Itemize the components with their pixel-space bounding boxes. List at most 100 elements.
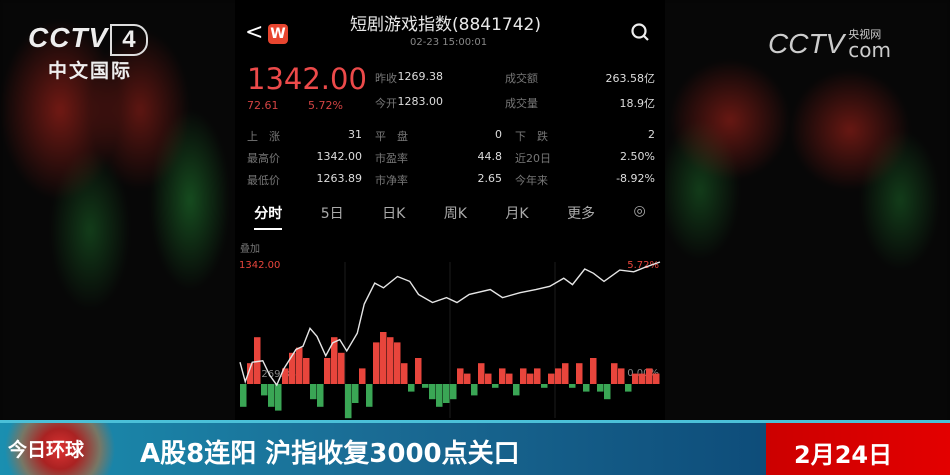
stat-value: 1269.38 [397, 70, 444, 83]
grid-label: 最高价 [247, 152, 280, 165]
down-bar [541, 384, 548, 388]
up-bar [653, 373, 660, 384]
up-bar [464, 373, 471, 384]
up-bar [632, 373, 639, 384]
grid-label: 平 盘 [375, 130, 408, 143]
down-bar [261, 384, 268, 396]
up-bar [639, 373, 646, 384]
logo-brand: CCTV [768, 28, 845, 59]
right-base-label: 0.00% [627, 368, 659, 379]
price-change: 72.61 [247, 99, 279, 112]
up-bar [247, 363, 254, 384]
intraday-chart: 1342.00 1269.38 5.72% 0.00% [239, 260, 661, 419]
grid-value: 2.50% [620, 150, 655, 163]
grid-label: 今年来 [515, 174, 548, 187]
stat-label: 今开 [375, 97, 397, 110]
grid-value: 2.65 [477, 172, 503, 185]
logo-cn: 央视网 [848, 27, 882, 41]
up-bar [331, 337, 338, 384]
stat-value: 1283.00 [397, 95, 444, 108]
tab-more[interactable]: 更多 [567, 206, 596, 222]
up-bar [282, 368, 289, 384]
up-bar [646, 368, 653, 384]
tab-weekly-k[interactable]: 周K [443, 206, 467, 222]
down-bar [450, 384, 457, 400]
down-bar [513, 384, 520, 396]
settings-icon[interactable]: ◎ [633, 203, 646, 219]
cctv4-logo: CCTV 4 中文国际 [28, 22, 148, 83]
headline: A股8连阳 沪指收复3000点关口 [140, 439, 520, 469]
price-change-pct: 5.72% [308, 99, 343, 112]
up-bar [611, 363, 618, 384]
up-bar [520, 368, 527, 384]
down-bar [268, 384, 275, 407]
down-bar [366, 384, 373, 407]
up-bar [289, 352, 296, 384]
tab-monthly-k[interactable]: 月K [505, 206, 529, 222]
up-bar [457, 368, 464, 384]
down-bar [625, 384, 632, 392]
up-bar [324, 358, 331, 384]
search-icon[interactable] [630, 22, 650, 42]
stat-value: 18.9亿 [619, 97, 656, 110]
grid-label: 最低价 [247, 174, 280, 187]
y-base-label: 1269.38 [255, 369, 296, 380]
up-bar [618, 368, 625, 384]
grid-value: 31 [348, 128, 362, 141]
up-bar [373, 342, 380, 384]
up-bar [303, 358, 310, 384]
logo-number: 4 [110, 24, 148, 56]
stat-label: 昨收 [375, 72, 397, 85]
tab-intraday[interactable]: 分时 [254, 203, 283, 230]
down-bar [569, 384, 576, 388]
up-bar [380, 332, 387, 384]
down-bar [471, 384, 478, 396]
news-ticker: 今日环球 A股8连阳 沪指收复3000点关口 2月24日 [0, 420, 950, 475]
down-bar [436, 384, 443, 407]
grid-label: 市净率 [375, 174, 408, 187]
grid-label: 近20日 [515, 152, 551, 165]
down-bar [352, 384, 359, 403]
cctv-com-logo: CCTV 央视网 com [768, 28, 891, 60]
grid-value: 44.8 [477, 150, 503, 163]
down-bar [583, 384, 590, 392]
up-bar [562, 363, 569, 384]
up-bar [555, 368, 562, 384]
chart-tabs: 分时 5日 日K 周K 月K 更多 ◎ [235, 203, 665, 230]
up-bar [590, 358, 597, 384]
timestamp: 02-23 15:00:01 [410, 37, 488, 48]
back-icon[interactable]: < [245, 20, 264, 45]
right-top-label: 5.72% [627, 260, 659, 271]
up-bar [254, 337, 261, 384]
down-bar [422, 384, 429, 388]
stat-label: 成交额 [505, 72, 538, 85]
program-name: 今日环球 [0, 423, 118, 475]
tab-5day[interactable]: 5日 [320, 206, 344, 222]
down-bar [240, 384, 247, 407]
down-bar [310, 384, 317, 400]
down-bar [492, 384, 499, 388]
down-bar [597, 384, 604, 392]
up-bar [485, 373, 492, 384]
grid-label: 上 涨 [247, 130, 280, 143]
grid-value: 1263.89 [316, 172, 363, 185]
index-title: 短剧游戏指数(8841742) [350, 15, 541, 35]
up-bar [296, 347, 303, 384]
up-bar [394, 342, 401, 384]
y-top-label: 1342.00 [239, 260, 280, 271]
grid-label: 下 跌 [515, 130, 548, 143]
current-price: 1342.00 [247, 62, 367, 96]
grid-value: 2 [648, 128, 655, 141]
grid-value: -8.92% [616, 172, 655, 185]
down-bar [317, 384, 324, 407]
up-bar [387, 337, 394, 384]
down-bar [429, 384, 436, 400]
logo-suffix: com [848, 37, 891, 62]
overlay-button[interactable]: 叠加 [240, 244, 260, 255]
logo-channel-name: 中文国际 [48, 60, 133, 82]
up-bar [527, 373, 534, 384]
up-bar [401, 363, 408, 384]
tab-daily-k[interactable]: 日K [382, 206, 406, 222]
up-bar [478, 363, 485, 384]
app-badge-icon[interactable]: W [268, 24, 288, 44]
